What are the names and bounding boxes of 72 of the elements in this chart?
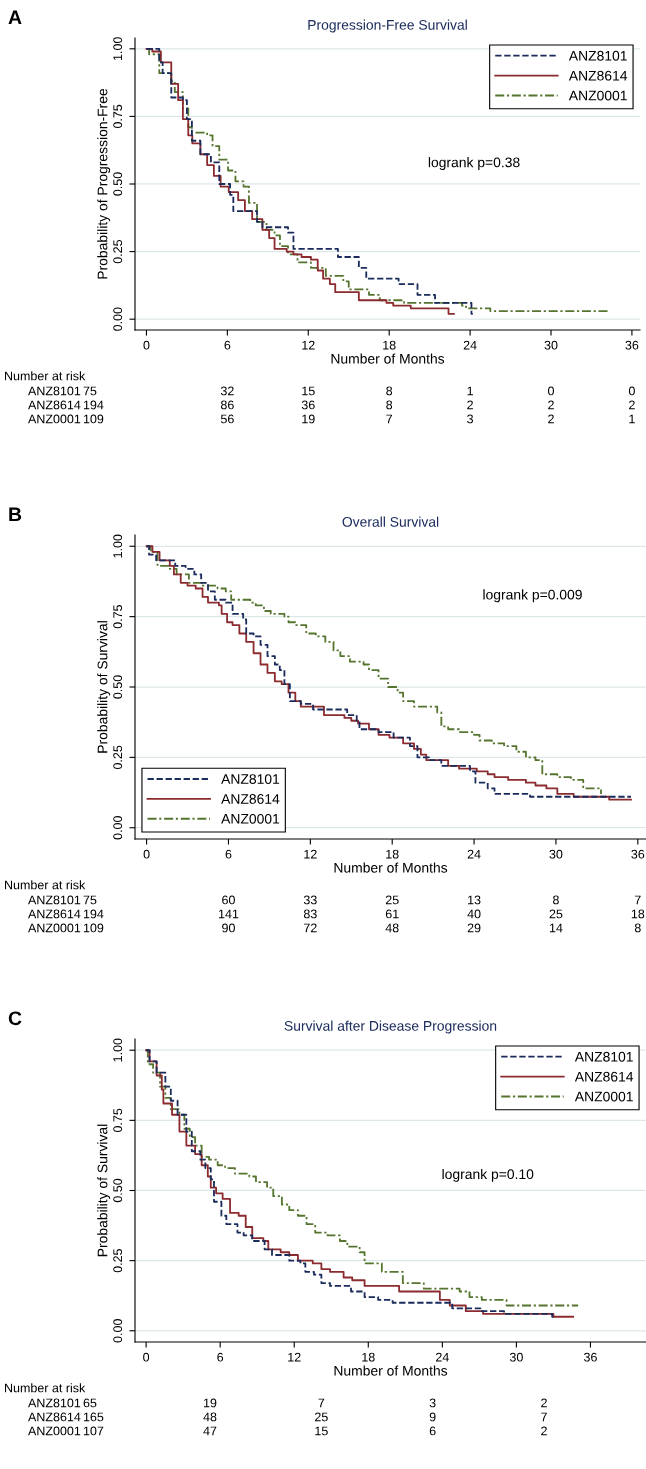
annotation: logrank p=0.10 (442, 1168, 534, 1182)
y-tick-label: 0.00 (113, 1319, 123, 1343)
x-tick-label: 18 (383, 340, 396, 350)
text: ANZ8101 75 60 33 25 13 8 7 (28, 895, 641, 905)
x-tick-label: 36 (625, 340, 639, 350)
x-axis-title: Number of Months (331, 353, 445, 364)
legend-label: ANZ0001 (568, 90, 627, 101)
x-axis-title: Number of Months (334, 1365, 448, 1376)
legend-label: ANZ8614 (574, 1071, 634, 1082)
y-tick-label: 0.25 (113, 745, 123, 770)
text: B (9, 507, 22, 521)
y-tick-label: 0.50 (113, 1178, 123, 1203)
x-tick-label: 24 (436, 1352, 449, 1362)
y-tick-label: 0.25 (113, 1249, 123, 1273)
legend-label: ANZ0001 (574, 1091, 633, 1102)
chart-title: Overall Survival (342, 516, 439, 527)
text: ANZ8614 194 86 36 8 2 2 2 (28, 400, 635, 410)
x-tick-label: 12 (288, 1352, 301, 1362)
x-tick-label: 0 (143, 849, 150, 859)
y-tick-label: 0.00 (113, 307, 123, 331)
x-tick-label: 24 (463, 340, 477, 350)
text: ANZ0001 107 47 15 6 2 (28, 1426, 547, 1436)
x-tick-label: 36 (631, 849, 645, 859)
x-tick-label: 18 (362, 1352, 375, 1362)
x-tick-label: 12 (304, 849, 317, 859)
x-tick-label: 6 (224, 340, 231, 350)
text: ANZ8101 65 19 7 3 2 (28, 1398, 547, 1408)
text: ANZ8614 165 48 25 9 7 (28, 1412, 547, 1422)
annotation: logrank p=0.38 (428, 157, 520, 171)
y-tick-label: 0.75 (113, 104, 123, 129)
legend-label: ANZ0001 (221, 813, 280, 824)
text: ANZ8101 75 32 15 8 1 0 0 (28, 386, 635, 396)
y-axis-title: Probability of Survival (97, 621, 111, 753)
y-axis-title: Probability of Survival (97, 1124, 111, 1257)
text: Number at risk (5, 880, 86, 890)
text: C (8, 1011, 22, 1026)
text: A (8, 10, 22, 24)
legend-label: ANZ8614 (221, 794, 280, 804)
y-tick-label: 1.00 (113, 37, 123, 61)
legend-label: ANZ8614 (568, 70, 628, 81)
x-tick-label: 18 (386, 849, 399, 859)
x-tick-label: 12 (302, 340, 315, 350)
x-tick-label: 0 (143, 340, 150, 350)
y-tick-label: 1.00 (113, 534, 123, 558)
text: ANZ8614 194 141 83 61 40 25 18 (28, 909, 645, 919)
text: ANZ0001 109 90 72 48 29 14 8 (28, 923, 641, 933)
y-tick-label: 0.50 (113, 675, 123, 699)
x-tick-label: 30 (509, 1352, 523, 1362)
legend-label: ANZ8101 (574, 1051, 633, 1062)
x-tick-label: 0 (143, 1352, 150, 1362)
text: Number at risk (5, 1383, 86, 1393)
y-tick-label: 1.00 (113, 1038, 123, 1062)
legend-label: ANZ8101 (568, 50, 627, 61)
text: ANZ0001 109 56 19 7 3 2 1 (28, 414, 635, 424)
y-tick-label: 0.75 (113, 604, 123, 629)
x-tick-label: 6 (225, 849, 232, 859)
text: Number at risk (5, 371, 86, 381)
y-axis-title: Probability of Progression-Free (97, 88, 111, 279)
x-tick-label: 30 (544, 340, 558, 350)
x-axis-title: Number of Months (334, 862, 448, 873)
legend-label: ANZ8101 (221, 774, 280, 784)
chart-title: Survival after Disease Progression (284, 1020, 497, 1034)
x-tick-label: 6 (217, 1352, 224, 1362)
chart-title: Progression-Free Survival (308, 19, 467, 33)
y-tick-label: 0.00 (113, 816, 123, 840)
x-tick-label: 30 (549, 849, 563, 859)
y-tick-label: 0.75 (113, 1108, 123, 1133)
x-tick-label: 36 (583, 1352, 597, 1362)
x-tick-label: 24 (467, 849, 481, 859)
y-tick-label: 0.50 (113, 172, 123, 196)
annotation: logrank p=0.009 (483, 589, 582, 603)
y-tick-label: 0.25 (113, 239, 123, 264)
